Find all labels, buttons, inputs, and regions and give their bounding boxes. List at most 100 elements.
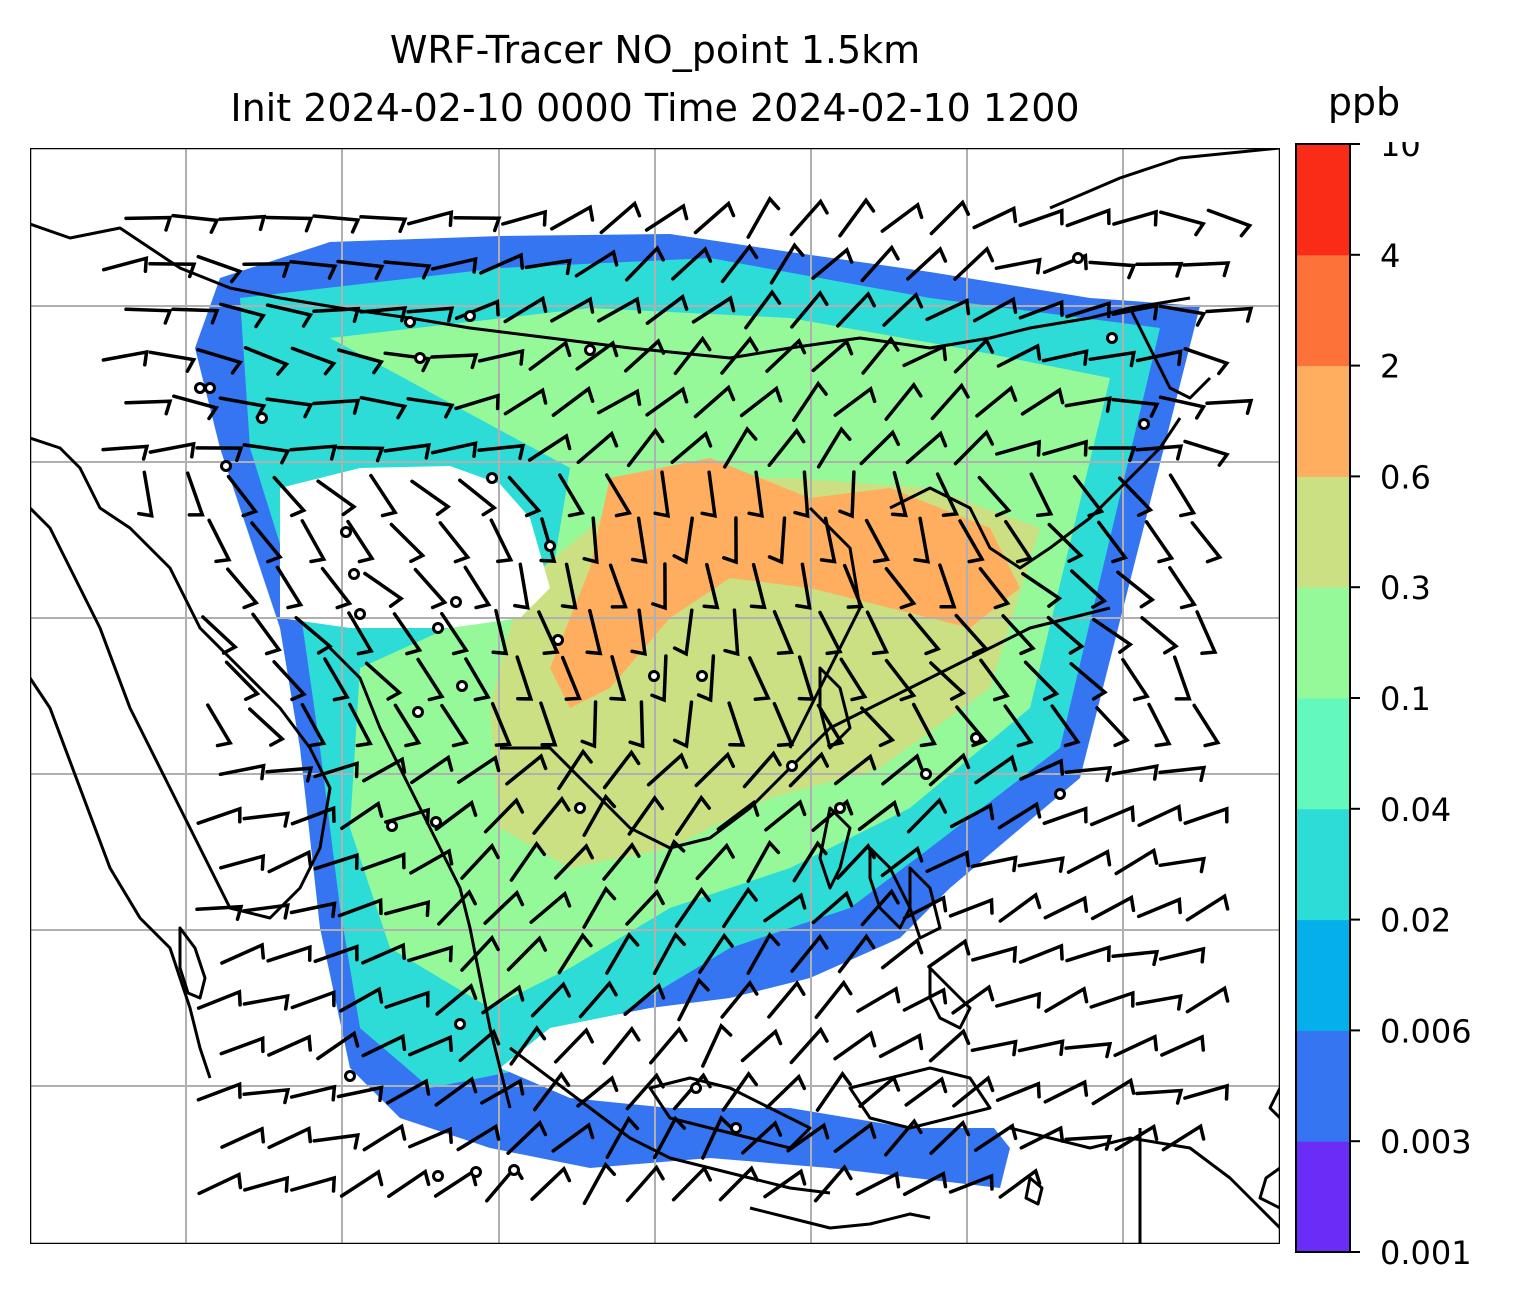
wind-barb xyxy=(1088,260,1137,280)
wind-barb xyxy=(503,387,548,416)
wind-barb xyxy=(765,337,807,373)
wind-barb xyxy=(1111,397,1160,418)
calm-marker xyxy=(454,1018,466,1030)
calm-marker xyxy=(648,670,660,682)
wind-barb xyxy=(532,795,571,835)
wind-barb xyxy=(316,479,357,517)
wind-barb xyxy=(718,1165,760,1202)
calm-marker xyxy=(508,1164,520,1176)
wind-barb xyxy=(347,611,374,656)
wind-barb xyxy=(1066,849,1112,874)
wind-barb xyxy=(974,754,1018,785)
wind-barb xyxy=(1097,520,1129,564)
wind-barb xyxy=(672,700,694,749)
wind-barb xyxy=(312,306,361,323)
wind-barb xyxy=(811,246,854,280)
wind-barb xyxy=(242,262,291,278)
wind-barb xyxy=(836,843,876,880)
wind-barb xyxy=(272,475,307,518)
wind-barb xyxy=(746,839,781,883)
wind-barb xyxy=(630,516,648,564)
wind-barb xyxy=(746,931,781,975)
wind-barb xyxy=(1183,439,1230,467)
wind-barb xyxy=(884,658,917,702)
wind-barb xyxy=(1046,615,1085,655)
wind-barb xyxy=(491,608,509,656)
wind-barb xyxy=(337,348,385,375)
wind-barb xyxy=(148,441,196,459)
calm-marker xyxy=(970,732,982,744)
wind-barb xyxy=(1042,806,1088,826)
wind-barb xyxy=(651,562,667,611)
wind-barb xyxy=(625,889,665,926)
wind-barb xyxy=(1021,571,1063,608)
wind-barb xyxy=(582,1161,617,1206)
wind-barb xyxy=(859,429,901,466)
wind-barb xyxy=(220,942,266,965)
wind-barb xyxy=(440,703,469,748)
wind-barb xyxy=(998,1168,1042,1199)
wind-barb xyxy=(265,215,314,233)
wind-barb xyxy=(747,470,764,518)
wind-barb xyxy=(763,892,807,923)
wind-barb xyxy=(362,1123,407,1152)
colorbar-tick-label: 0.1 xyxy=(1380,680,1431,718)
wind-barb xyxy=(833,1030,877,1061)
wind-barb xyxy=(529,890,572,924)
wind-barb xyxy=(501,209,548,227)
wind-barb xyxy=(792,840,828,883)
wind-barb xyxy=(935,472,960,518)
wind-barb xyxy=(739,385,783,418)
wind-barb xyxy=(416,657,445,702)
wind-barb xyxy=(765,1073,807,1110)
wind-barb xyxy=(691,295,736,324)
wind-barb xyxy=(902,1171,948,1197)
wind-barb xyxy=(575,340,619,371)
colorbar-tick-label: 0.001 xyxy=(1380,1234,1472,1272)
calm-marker xyxy=(354,608,366,620)
wind-barb xyxy=(1158,395,1207,420)
wind-barb xyxy=(1001,614,1036,656)
calm-marker xyxy=(584,344,596,356)
wind-barb xyxy=(652,931,687,976)
wind-barb xyxy=(1172,655,1192,701)
wind-barb xyxy=(865,610,890,656)
wind-barb xyxy=(767,427,806,467)
wind-barb xyxy=(537,610,560,656)
wind-barb xyxy=(1065,300,1111,319)
calm-marker xyxy=(574,802,586,814)
wind-barb xyxy=(483,889,525,925)
wind-barb xyxy=(1159,210,1207,237)
wind-barb xyxy=(884,1118,923,1157)
wind-barb xyxy=(952,1075,995,1108)
colorbar-segment xyxy=(1296,144,1350,256)
wind-barb xyxy=(171,213,220,234)
wind-barb xyxy=(627,794,665,836)
wind-barb xyxy=(226,567,260,610)
wind-barb xyxy=(290,346,337,376)
wind-barb xyxy=(196,989,242,1010)
wind-barb xyxy=(323,657,350,702)
wind-barb xyxy=(1135,261,1184,278)
wind-barb xyxy=(838,470,856,519)
wind-barb xyxy=(1206,208,1253,238)
wind-barb xyxy=(289,444,338,461)
wind-barb xyxy=(925,850,971,874)
colorbar-tick-label: 4 xyxy=(1380,237,1400,275)
colorbar-tick-label: 0.6 xyxy=(1380,458,1431,496)
wind-barb xyxy=(101,349,149,367)
wind-barb xyxy=(1168,473,1197,518)
wind-barb xyxy=(671,1165,712,1202)
wind-barb xyxy=(995,991,1042,1009)
wind-barb xyxy=(857,799,901,832)
wind-barb xyxy=(1065,944,1111,963)
wind-barb xyxy=(764,799,807,832)
wind-barb xyxy=(243,346,290,376)
colorbar-unit-label: ppb xyxy=(1327,80,1401,124)
wind-barb xyxy=(1092,617,1134,654)
wind-barb xyxy=(672,516,694,565)
wind-barb xyxy=(860,888,900,927)
calm-marker xyxy=(344,1070,356,1082)
calm-marker xyxy=(696,670,708,682)
wind-barb xyxy=(434,799,478,831)
